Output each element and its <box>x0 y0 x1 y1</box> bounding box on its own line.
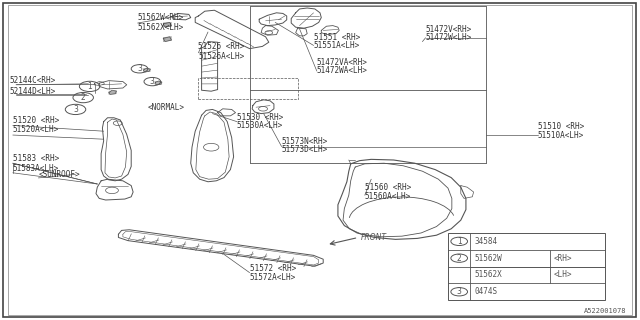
Text: 3: 3 <box>150 77 155 86</box>
Text: 52144D<LH>: 52144D<LH> <box>10 87 56 96</box>
Text: 51572A<LH>: 51572A<LH> <box>250 273 296 282</box>
Text: 1: 1 <box>457 237 461 246</box>
Text: 51530 <RH>: 51530 <RH> <box>237 113 283 122</box>
Text: 3: 3 <box>137 64 142 73</box>
Text: 51551 <RH>: 51551 <RH> <box>314 33 360 42</box>
Text: 0474S: 0474S <box>474 287 497 296</box>
Text: 51510 <RH>: 51510 <RH> <box>538 122 584 131</box>
Text: 51562W<RH>: 51562W<RH> <box>138 13 184 22</box>
Text: 51526 <RH>: 51526 <RH> <box>198 42 244 51</box>
Text: <NORMAL>: <NORMAL> <box>147 103 184 112</box>
Text: 51562X: 51562X <box>474 270 502 279</box>
Text: 3: 3 <box>457 287 461 296</box>
Text: 2: 2 <box>457 254 461 263</box>
Text: 51510A<LH>: 51510A<LH> <box>538 131 584 140</box>
Text: 51472W<LH>: 51472W<LH> <box>426 33 472 42</box>
Text: 51560A<LH>: 51560A<LH> <box>365 192 411 201</box>
Text: FRONT: FRONT <box>360 233 387 242</box>
Text: 51551A<LH>: 51551A<LH> <box>314 41 360 50</box>
Text: 51520 <RH>: 51520 <RH> <box>13 116 59 125</box>
Text: 1: 1 <box>87 82 92 91</box>
Text: 51583A<LH>: 51583A<LH> <box>13 164 59 173</box>
Text: 51472WA<LH>: 51472WA<LH> <box>317 66 367 75</box>
Text: 51573N<RH>: 51573N<RH> <box>282 137 328 146</box>
Text: 51573D<LH>: 51573D<LH> <box>282 145 328 154</box>
Text: 51583 <RH>: 51583 <RH> <box>13 154 59 163</box>
Text: 51472V<RH>: 51472V<RH> <box>426 25 472 34</box>
Text: <SUNROOF>: <SUNROOF> <box>38 170 80 179</box>
Text: 3: 3 <box>73 105 78 114</box>
Text: 51572 <RH>: 51572 <RH> <box>250 264 296 273</box>
Text: 2: 2 <box>81 93 86 102</box>
Text: 51472VA<RH>: 51472VA<RH> <box>317 58 367 67</box>
Text: 51526A<LH>: 51526A<LH> <box>198 52 244 61</box>
Text: 51562X<LH>: 51562X<LH> <box>138 23 184 32</box>
Text: 51562W: 51562W <box>474 254 502 263</box>
Bar <box>448 233 605 300</box>
Text: <LH>: <LH> <box>554 270 572 279</box>
Text: 51560 <RH>: 51560 <RH> <box>365 183 411 192</box>
Text: A522001078: A522001078 <box>584 308 626 314</box>
Text: <RH>: <RH> <box>554 254 572 263</box>
Text: 52144C<RH>: 52144C<RH> <box>10 76 56 85</box>
Text: 51520A<LH>: 51520A<LH> <box>13 125 59 134</box>
Text: 34584: 34584 <box>474 237 497 246</box>
Text: 51530A<LH>: 51530A<LH> <box>237 121 283 130</box>
